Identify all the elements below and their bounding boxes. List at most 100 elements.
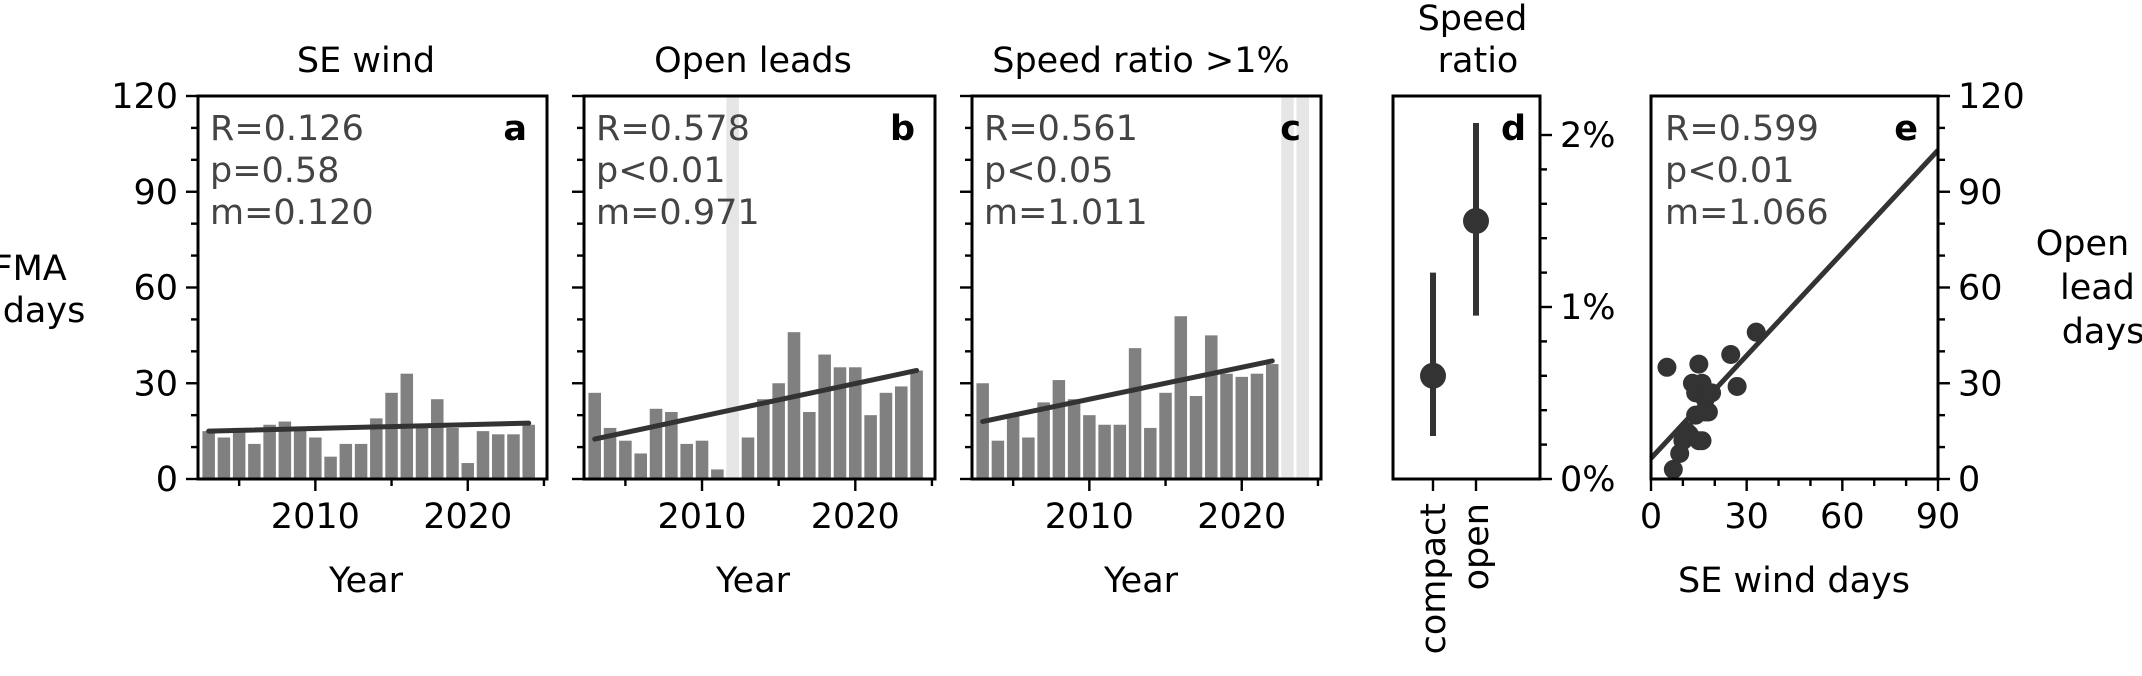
plot-frame bbox=[196, 94, 549, 481]
data-point bbox=[1663, 459, 1683, 479]
x-tick-label: 2010 bbox=[657, 497, 746, 537]
plot-frame bbox=[1391, 94, 1542, 481]
y-tick-label: 60 bbox=[133, 269, 178, 309]
y-tick-label: 0 bbox=[1958, 460, 1980, 500]
stat-text: R=0.561 bbox=[984, 109, 1138, 149]
bar bbox=[603, 427, 617, 479]
bar bbox=[1037, 402, 1050, 479]
panel-d-title-line-2: ratio bbox=[1438, 41, 1519, 81]
bar bbox=[1144, 427, 1157, 479]
panel-letter: d bbox=[1501, 109, 1526, 149]
bar bbox=[991, 440, 1005, 479]
bar bbox=[695, 440, 709, 479]
panel-e-ylabel: Open lead days bbox=[2036, 224, 2142, 352]
panel-e-ylabel-line-1: Open bbox=[2036, 224, 2129, 264]
mean-marker bbox=[1463, 208, 1489, 234]
panel-e-ylabel-line-2: lead bbox=[2060, 268, 2135, 308]
y-tick-label: 2% bbox=[1560, 116, 1616, 156]
bar bbox=[864, 415, 877, 479]
bar bbox=[324, 456, 337, 479]
bar bbox=[278, 421, 292, 479]
data-point bbox=[1702, 383, 1722, 403]
shaded-year-band bbox=[1296, 96, 1309, 479]
bar bbox=[787, 332, 801, 479]
stat-text: p<0.05 bbox=[984, 151, 1113, 191]
x-tick-label: 90 bbox=[1916, 497, 1961, 537]
panel-d-title: Speed ratio bbox=[1418, 0, 1539, 81]
bar bbox=[711, 469, 724, 479]
bar bbox=[217, 437, 231, 479]
bar bbox=[1098, 424, 1111, 479]
bar bbox=[849, 367, 862, 479]
panel-a-ylabel: JFMA days bbox=[0, 249, 85, 331]
panel-letter: a bbox=[503, 109, 527, 149]
panel-b-title: Open leads bbox=[654, 41, 852, 81]
bar bbox=[1006, 415, 1020, 479]
y-tick-label: 0 bbox=[156, 460, 178, 500]
data-point bbox=[1746, 322, 1766, 342]
x-tick-label: 60 bbox=[1820, 497, 1865, 537]
panel-letter: c bbox=[1280, 109, 1301, 149]
shaded-year-band bbox=[1281, 96, 1294, 479]
bar bbox=[680, 443, 693, 479]
bar bbox=[309, 437, 322, 479]
plot-frame bbox=[582, 94, 937, 481]
bar bbox=[976, 383, 989, 479]
bar bbox=[1159, 392, 1172, 479]
stat-text: p<0.01 bbox=[596, 151, 725, 191]
bar bbox=[1250, 373, 1264, 479]
bar bbox=[248, 443, 261, 479]
panel-e: SE wind days Open lead days 0 30 60 9003060… bbox=[1640, 77, 2142, 601]
y-tick-label: 1% bbox=[1560, 288, 1616, 328]
bar bbox=[476, 431, 490, 479]
bar bbox=[507, 434, 520, 479]
bar bbox=[1189, 396, 1203, 479]
panel-a-xlabel: Year bbox=[328, 561, 404, 601]
x-tick-label: 2010 bbox=[1045, 497, 1134, 537]
bar bbox=[385, 392, 398, 479]
bar bbox=[354, 443, 368, 479]
plot-frame bbox=[970, 94, 1323, 481]
stat-text: m=1.066 bbox=[1665, 193, 1829, 233]
bar bbox=[803, 411, 816, 479]
bar bbox=[1205, 335, 1218, 479]
panel-b: Open leads Year 2010 2020 R=0.578p<0.01m=0… bbox=[572, 41, 937, 601]
bar bbox=[263, 424, 276, 479]
x-tick-label: 30 bbox=[1724, 497, 1769, 537]
bar bbox=[1265, 364, 1279, 479]
bar bbox=[818, 354, 831, 479]
bar bbox=[431, 399, 444, 479]
bar bbox=[491, 434, 505, 479]
y-tick-label: 90 bbox=[1958, 173, 2003, 213]
bar bbox=[772, 383, 785, 479]
stat-text: p<0.01 bbox=[1665, 151, 1794, 191]
y-tick-label: 90 bbox=[133, 173, 178, 213]
bar bbox=[1174, 316, 1188, 479]
bar bbox=[1022, 437, 1035, 479]
stat-text: p=0.58 bbox=[210, 151, 339, 191]
stat-text: R=0.599 bbox=[1665, 109, 1819, 149]
stat-text: m=0.120 bbox=[210, 193, 374, 233]
bar bbox=[757, 399, 770, 479]
ylabel-line-1: JFMA bbox=[0, 249, 67, 289]
bar bbox=[619, 440, 632, 479]
bar bbox=[910, 370, 923, 479]
ylabel-line-2: days bbox=[3, 291, 86, 331]
stat-text: m=0.971 bbox=[596, 193, 760, 233]
bar bbox=[1067, 399, 1081, 479]
bar bbox=[649, 408, 663, 479]
bar bbox=[741, 437, 755, 479]
panel-a-title: SE wind bbox=[297, 41, 435, 81]
plot-frame bbox=[1649, 94, 1940, 481]
y-tick-label: 30 bbox=[133, 364, 178, 404]
bar bbox=[1128, 348, 1142, 479]
mean-marker bbox=[1420, 362, 1446, 389]
x-tick-label: open bbox=[1457, 503, 1497, 590]
bar bbox=[833, 367, 847, 479]
y-tick-label: 60 bbox=[1958, 269, 2003, 309]
panel-b-xlabel: Year bbox=[715, 561, 791, 601]
bar bbox=[1052, 380, 1066, 479]
bar bbox=[1083, 415, 1096, 479]
x-tick-label: compact bbox=[1414, 503, 1454, 654]
x-tick-label: 2020 bbox=[1197, 497, 1286, 537]
